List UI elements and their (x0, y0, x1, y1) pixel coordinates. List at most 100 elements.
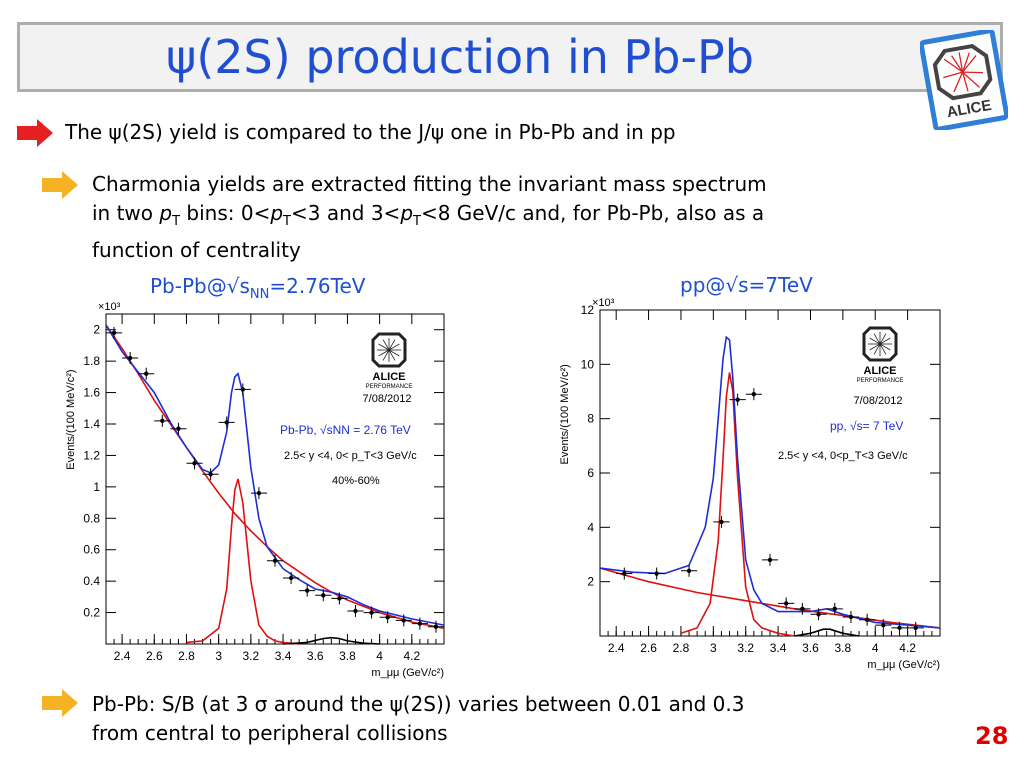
alice-track (869, 337, 881, 345)
date-label: 7/08/2012 (363, 393, 412, 405)
y-tick-label: 0.2 (83, 606, 100, 620)
data-point (881, 622, 886, 628)
x-tick-label: 2.8 (178, 649, 195, 663)
sub-bullet-sb-line2: from central to peripheral collisions (92, 721, 448, 745)
x-tick-label: 3.2 (243, 649, 260, 663)
alice-track (873, 333, 881, 345)
data-point (401, 618, 406, 623)
x-tick-label: 3 (710, 641, 717, 655)
alice-track (378, 343, 390, 351)
data-point (832, 606, 837, 612)
plot-frame (105, 313, 445, 645)
yellow-arrow-icon-2 (42, 689, 78, 717)
x-tick-label: 2.4 (608, 641, 625, 655)
data-point (208, 472, 213, 477)
y-tick-label: 12 (581, 303, 595, 317)
data-point (913, 625, 918, 631)
legend-kinematics: 2.5< y <4, 0<p_T<3 GeV/c (778, 450, 908, 462)
alice-track (873, 343, 881, 355)
total-fit-line (105, 324, 445, 626)
x-tick-label: 4 (376, 649, 383, 663)
plot-frame (599, 309, 941, 637)
psi2s-signal-line (794, 628, 860, 637)
alice-track (879, 337, 891, 345)
y-tick-label: 2 (93, 323, 100, 337)
x-tick-label: 3 (215, 649, 222, 663)
x-tick-label: 4.2 (899, 641, 916, 655)
legend-kinematics: 2.5< y <4, 0< p_T<3 GeV/c (284, 450, 417, 462)
x-tick-label: 3.4 (770, 641, 787, 655)
data-point (353, 608, 358, 614)
legend-collision: Pb-Pb, √sNN = 2.76 TeV (280, 423, 411, 437)
alice-track (388, 349, 400, 357)
data-point (304, 588, 310, 593)
sub-bullet-line3: function of centrality (92, 238, 301, 262)
y-tick-label: 10 (581, 357, 595, 371)
data-point (816, 612, 821, 617)
alice-track (869, 343, 881, 351)
data-point (735, 397, 740, 402)
sub-bullet-sb-line1: Pb-Pb: S/B (at 3 σ around the ψ(2S)) var… (92, 692, 745, 716)
red-arrow-icon (17, 119, 53, 147)
x-tick-label: 2.6 (146, 649, 163, 663)
data-point (385, 615, 390, 620)
x-tick-label: 2.6 (640, 641, 657, 655)
y-tick-label: 0.8 (83, 511, 100, 525)
y-tick-label: 1.2 (83, 448, 100, 462)
y-tick-label: 1.6 (83, 386, 100, 400)
data-point (321, 593, 326, 598)
data-point (240, 387, 246, 392)
performance-label: PERFORMANCE (366, 384, 413, 390)
data-point (192, 461, 197, 466)
page-number: 28 (975, 722, 1009, 750)
x-tick-label: 4.2 (403, 649, 420, 663)
data-point (767, 557, 773, 563)
data-point (783, 601, 789, 606)
x-tick-label: 3.2 (737, 641, 754, 655)
alice-track (388, 349, 396, 361)
data-point (719, 519, 724, 525)
alice-track (382, 349, 390, 361)
x-tick-label: 2.4 (114, 649, 131, 663)
data-point (751, 392, 757, 397)
data-point (433, 624, 439, 629)
yellow-arrow-icon (42, 171, 78, 199)
alice-track (879, 333, 887, 345)
page-title: ψ(2S) production in Pb-Pb (166, 30, 754, 84)
data-point (622, 571, 627, 576)
psi2s-signal-line (282, 636, 380, 645)
date-label: 7/08/2012 (854, 395, 903, 407)
alice-track (879, 343, 887, 355)
data-point (417, 621, 423, 626)
y-tick-label: 6 (587, 466, 594, 480)
x-tick-label: 3.4 (275, 649, 292, 663)
jpsi-signal-line (680, 372, 795, 637)
alice-track (388, 343, 400, 351)
y-tick-label: 0.6 (83, 543, 100, 557)
plot-title-pbpb: Pb-Pb@√sNN=2.76TeV (150, 274, 366, 302)
alice-track (879, 343, 891, 351)
performance-label: PERFORMANCE (857, 378, 904, 384)
legend-collision: pp, √s= 7 TeV (830, 419, 903, 433)
y-axis-label: Events/(100 MeV/c²) (559, 364, 571, 464)
y-tick-label: 2 (587, 575, 594, 589)
sub-bullet-line2: in two pT bins: 0<pT<3 and 3<pT<8 GeV/c … (92, 201, 765, 229)
x-tick-label: 3.6 (307, 649, 324, 663)
pp-mass-chart: 2.4 2.6 2.8 3 3.2 3.4 3.6 3.8 4 4.2 2 4 6 8 10 12×10³ m_… (559, 297, 941, 671)
data-point (127, 355, 133, 361)
legend-centrality: 40%-60% (332, 475, 380, 487)
data-point (224, 420, 229, 425)
alice-label: ALICE (373, 371, 406, 383)
x-tick-label: 3.8 (835, 641, 852, 655)
y-tick-label: 1 (93, 480, 100, 494)
data-point (176, 426, 181, 431)
data-point (686, 568, 692, 573)
data-point (144, 371, 149, 376)
y-axis-label: Events/(100 MeV/c²) (65, 369, 77, 469)
data-point (800, 606, 805, 612)
x-tick-label: 4 (872, 641, 879, 655)
sub-bullet-sb: Pb-Pb: S/B (at 3 σ around the ψ(2S)) var… (92, 690, 972, 748)
x-axis-label: m_μμ (GeV/c²) (371, 667, 444, 679)
x-tick-label: 3.8 (339, 649, 356, 663)
